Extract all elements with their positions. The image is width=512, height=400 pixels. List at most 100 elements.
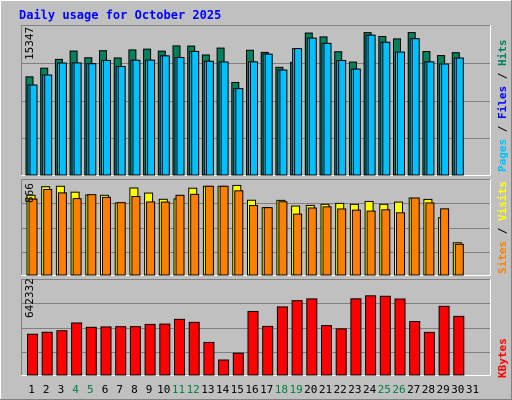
kbytes-bar bbox=[71, 322, 83, 376]
kbytes-bar bbox=[423, 331, 435, 376]
pages-bar bbox=[455, 57, 464, 176]
sites-bar bbox=[175, 194, 185, 276]
pages-bar bbox=[161, 55, 170, 176]
pages-bar bbox=[147, 59, 156, 176]
kbytes-bar bbox=[159, 323, 171, 376]
sites-bar bbox=[131, 195, 141, 276]
kbytes-bar bbox=[218, 359, 230, 376]
legend-entry: Files bbox=[496, 86, 509, 119]
sites-bar bbox=[440, 208, 450, 276]
sites-bar bbox=[102, 196, 111, 276]
legend-entry: Sites bbox=[496, 241, 509, 274]
day-tick-label: 8 bbox=[131, 383, 138, 396]
pages-bar bbox=[441, 63, 450, 176]
pages-bar bbox=[205, 60, 214, 176]
chart-title: Daily usage for October 2025 bbox=[19, 8, 221, 22]
pages-bar bbox=[44, 74, 53, 176]
panel-middle-max-label: 866 bbox=[23, 183, 36, 203]
sites-bar bbox=[278, 201, 288, 276]
pages-bar bbox=[117, 65, 126, 176]
kbytes-bar bbox=[291, 300, 303, 376]
legend-entry: / bbox=[496, 66, 509, 86]
kbytes-bar bbox=[379, 295, 391, 376]
day-tick-label: 2 bbox=[43, 383, 50, 396]
kbytes-bar bbox=[453, 315, 465, 376]
day-tick-label: 27 bbox=[407, 383, 420, 396]
day-tick-label: 18 bbox=[275, 383, 288, 396]
pages-bar bbox=[88, 63, 97, 176]
sites-bar bbox=[337, 208, 347, 276]
kbytes-bar bbox=[394, 298, 406, 376]
sites-bar bbox=[351, 209, 361, 276]
kbytes-bar bbox=[409, 321, 421, 376]
legend-entry: Hits bbox=[496, 40, 509, 67]
sites-bar bbox=[190, 193, 200, 276]
day-tick-label: 28 bbox=[422, 383, 435, 396]
panel-bottom-legend: KBytes bbox=[496, 338, 509, 378]
pages-bar bbox=[352, 68, 361, 176]
kbytes-bar bbox=[41, 331, 53, 376]
day-tick-label: 14 bbox=[216, 383, 230, 396]
sites-bar bbox=[381, 209, 391, 276]
day-tick-label: 15 bbox=[231, 383, 244, 396]
pages-bar bbox=[176, 56, 185, 176]
kbytes-bar bbox=[350, 298, 362, 376]
day-tick-label: 17 bbox=[260, 383, 273, 396]
day-tick-label: 13 bbox=[201, 383, 214, 396]
day-tick-label: 10 bbox=[157, 383, 170, 396]
pages-bar bbox=[426, 61, 435, 176]
sites-bar bbox=[28, 198, 38, 276]
pages-bar bbox=[132, 59, 141, 176]
sites-bar bbox=[454, 243, 464, 276]
pages-bar bbox=[308, 37, 317, 176]
day-tick-label: 3 bbox=[58, 383, 65, 396]
sites-bar bbox=[249, 205, 258, 276]
day-tick-label: 11 bbox=[172, 383, 185, 396]
sites-bar bbox=[307, 207, 317, 276]
sites-bar bbox=[293, 213, 303, 276]
pages-bar bbox=[367, 34, 376, 176]
pages-bar bbox=[294, 48, 303, 176]
kbytes-bar bbox=[276, 306, 288, 376]
day-tick-label: 23 bbox=[348, 383, 361, 396]
day-tick-label: 22 bbox=[334, 383, 347, 396]
kbytes-bar bbox=[174, 318, 185, 376]
kbytes-bar bbox=[188, 321, 200, 376]
kbytes-bar bbox=[321, 325, 332, 376]
sites-bar bbox=[204, 185, 214, 276]
pages-bar bbox=[338, 60, 347, 176]
pages-bar bbox=[235, 88, 244, 176]
sites-bar bbox=[160, 201, 170, 276]
kbytes-bar bbox=[438, 305, 450, 376]
sites-bar bbox=[87, 194, 97, 276]
day-tick-label: 31 bbox=[466, 383, 479, 396]
sites-bar bbox=[234, 190, 244, 276]
kbytes-bar bbox=[144, 323, 156, 376]
kbytes-bar bbox=[56, 330, 68, 376]
sites-bar bbox=[396, 212, 405, 276]
sites-bar bbox=[263, 207, 273, 276]
day-tick-label: 7 bbox=[116, 383, 123, 396]
sites-bar bbox=[116, 202, 126, 276]
pages-bar bbox=[250, 61, 258, 176]
pages-bar bbox=[264, 53, 273, 176]
day-tick-label: 12 bbox=[187, 383, 200, 396]
day-tick-label: 21 bbox=[319, 383, 332, 396]
pages-bar bbox=[58, 62, 67, 176]
kbytes-bar bbox=[262, 325, 274, 376]
kbytes-bar bbox=[247, 310, 259, 376]
pages-bar bbox=[411, 38, 420, 176]
day-tick-label: 24 bbox=[363, 383, 377, 396]
sites-bar bbox=[366, 210, 376, 276]
kbytes-bar bbox=[232, 352, 244, 376]
panel-top-max-label: 15347 bbox=[23, 27, 36, 60]
day-tick-label: 20 bbox=[304, 383, 317, 396]
panel-top-legend: Pages / Files / Hits bbox=[496, 40, 509, 173]
day-tick-label: 1 bbox=[28, 383, 35, 396]
panel-bottom-max-label: 642332 bbox=[23, 278, 36, 318]
legend-entry: KBytes bbox=[496, 338, 509, 378]
kbytes-bar bbox=[27, 333, 38, 376]
pages-bar bbox=[29, 84, 38, 176]
kbytes-bar bbox=[203, 341, 215, 376]
